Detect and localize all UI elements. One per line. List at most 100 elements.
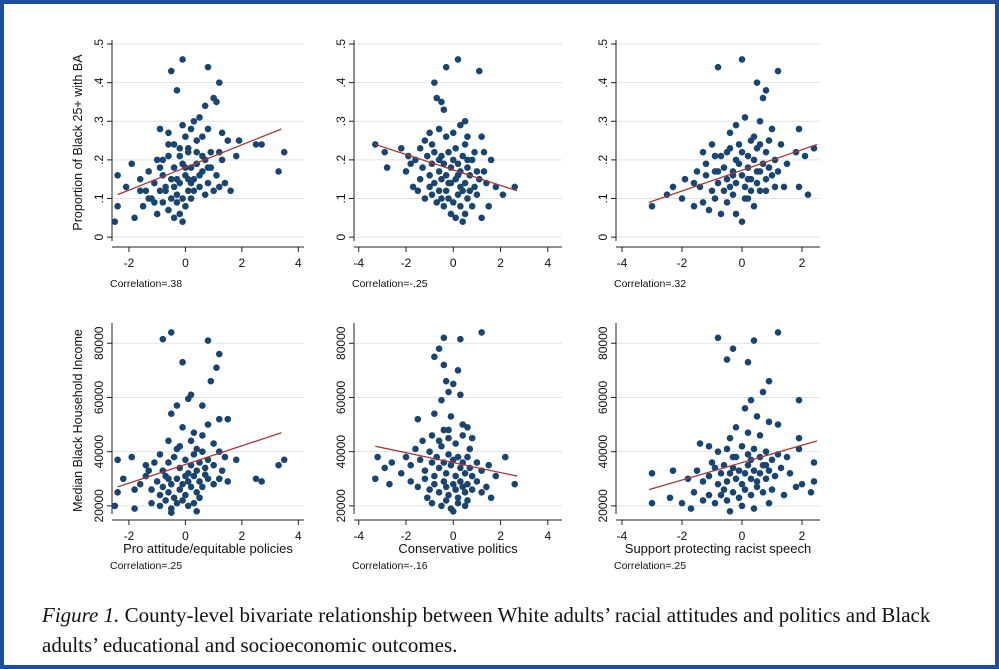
y-axis-title: Median Black Household Income <box>71 329 85 512</box>
data-point <box>409 183 417 191</box>
data-point <box>487 494 495 502</box>
data-point <box>705 206 713 214</box>
data-point <box>442 172 450 179</box>
data-point <box>414 483 422 491</box>
data-point <box>440 361 448 369</box>
data-point <box>738 502 746 510</box>
data-point <box>196 494 203 502</box>
data-point <box>765 499 773 507</box>
correlation-note: Correlation=-.25 <box>352 278 428 290</box>
data-point <box>452 440 459 447</box>
y-tick-label: .1 <box>92 193 106 203</box>
data-point <box>136 187 144 195</box>
data-point <box>744 358 752 366</box>
data-point <box>753 179 761 187</box>
data-point <box>179 195 186 202</box>
data-point <box>210 440 217 447</box>
data-point <box>173 499 181 507</box>
data-point <box>159 483 167 491</box>
y-tick-label: .1 <box>596 193 610 203</box>
data-point <box>388 459 396 466</box>
data-point <box>464 156 471 164</box>
data-point <box>464 480 471 488</box>
data-point <box>468 434 476 442</box>
x-tick-label: 0 <box>739 256 746 270</box>
data-point <box>438 175 445 183</box>
data-point <box>473 191 481 198</box>
data-point <box>182 491 189 499</box>
data-point <box>199 483 206 491</box>
data-point <box>442 63 450 71</box>
fit-line <box>648 440 818 491</box>
data-point <box>747 396 755 404</box>
data-point <box>428 191 436 198</box>
data-point <box>428 499 436 507</box>
data-point <box>196 172 203 179</box>
data-point <box>114 202 121 210</box>
y-tick-label: 0 <box>334 233 348 240</box>
data-point <box>438 396 445 404</box>
data-point <box>187 195 195 202</box>
data-point <box>156 502 164 510</box>
data-point <box>807 489 815 496</box>
data-point <box>442 497 450 504</box>
data-point <box>492 183 500 191</box>
data-point <box>485 202 493 210</box>
data-point <box>426 448 433 455</box>
data-point <box>732 121 740 129</box>
data-point <box>768 456 776 464</box>
data-point <box>440 478 448 485</box>
y-tick-label: 40000 <box>596 435 610 469</box>
y-tick-label: 0 <box>596 233 610 240</box>
data-point <box>759 94 767 102</box>
data-point <box>156 164 164 171</box>
data-point <box>459 432 467 439</box>
correlation-note: Correlation=.25 <box>614 560 686 572</box>
x-tick-label: 0 <box>182 256 189 270</box>
data-point <box>729 489 737 496</box>
data-point <box>215 415 223 423</box>
data-point <box>136 480 144 488</box>
data-point <box>184 395 192 403</box>
data-point <box>224 137 232 144</box>
data-point <box>442 187 450 195</box>
y-tick-label: 60000 <box>596 380 610 414</box>
data-point <box>199 133 206 141</box>
data-point <box>466 187 474 195</box>
y-tick-label: 40000 <box>334 435 348 469</box>
data-point <box>771 472 779 480</box>
data-point <box>179 218 186 225</box>
x-tick-label: -4 <box>353 256 364 270</box>
data-point <box>464 195 471 202</box>
data-point <box>435 345 443 352</box>
data-point <box>111 218 119 225</box>
data-point <box>459 152 467 160</box>
data-point <box>699 478 707 485</box>
data-point <box>221 453 229 461</box>
data-point <box>795 396 803 404</box>
data-point <box>762 175 770 183</box>
data-point <box>741 114 749 121</box>
data-point <box>232 456 240 464</box>
data-point <box>190 117 198 125</box>
data-point <box>753 168 761 175</box>
data-point <box>193 467 201 474</box>
y-tick-label: .5 <box>596 39 610 49</box>
data-point <box>699 199 707 206</box>
data-point <box>383 164 391 171</box>
data-point <box>511 480 519 488</box>
data-point <box>480 168 488 175</box>
data-point <box>438 98 445 106</box>
data-point <box>179 497 186 504</box>
x-tick-label: 0 <box>739 529 746 543</box>
data-point <box>795 434 803 442</box>
data-point <box>184 175 192 183</box>
data-point <box>726 507 734 515</box>
data-point <box>416 144 424 152</box>
data-point <box>464 497 471 504</box>
y-tick-label: 20000 <box>334 489 348 523</box>
y-tick-label: .4 <box>92 77 106 87</box>
data-point <box>690 202 698 210</box>
data-point <box>235 137 243 144</box>
